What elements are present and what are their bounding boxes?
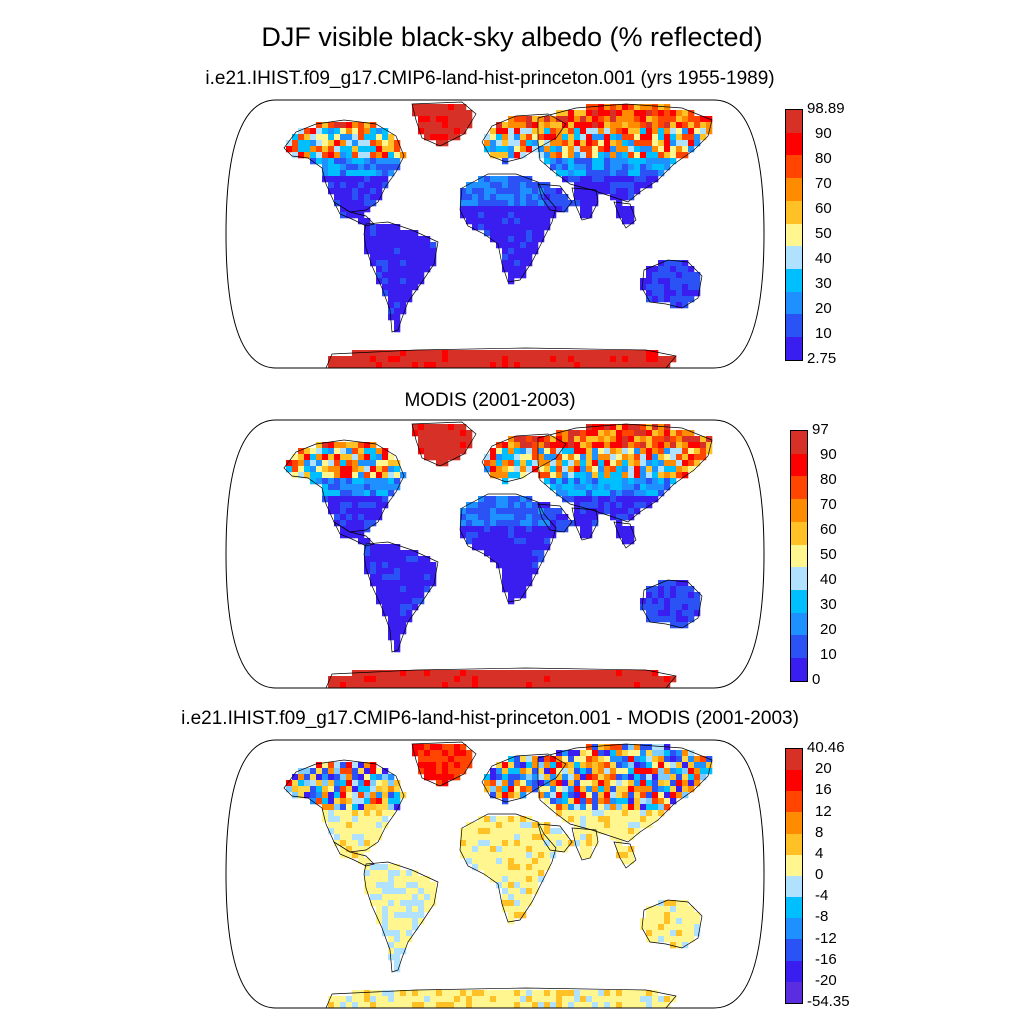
colorbar-label: 2.75 bbox=[807, 350, 837, 367]
colorbar-swatch bbox=[791, 499, 807, 522]
colorbar-swatch bbox=[791, 476, 807, 500]
colorbar-label: 40 bbox=[815, 250, 832, 267]
colorbar-swatch bbox=[786, 110, 802, 133]
colorbar-swatch bbox=[786, 812, 802, 834]
colorbar-label: 12 bbox=[815, 802, 832, 820]
colorbar-swatch bbox=[786, 155, 802, 179]
colorbar-label: 16 bbox=[815, 781, 832, 799]
colorbar-swatch bbox=[791, 612, 807, 636]
colorbar-swatch bbox=[786, 875, 802, 898]
colorbar-label: -12 bbox=[815, 929, 837, 947]
colorbar-swatch bbox=[786, 918, 802, 940]
colorbar-label: -16 bbox=[815, 950, 837, 968]
colorbar-box bbox=[785, 748, 803, 1004]
colorbar-label: -20 bbox=[815, 971, 837, 989]
map-model bbox=[225, 99, 765, 369]
colorbar-label: 50 bbox=[815, 225, 832, 242]
colorbar-label: 90 bbox=[820, 446, 837, 463]
colorbar-label: 20 bbox=[815, 300, 832, 317]
colorbar-swatch bbox=[786, 246, 802, 270]
colorbar-swatch bbox=[786, 897, 802, 919]
colorbar-label: 60 bbox=[815, 200, 832, 217]
colorbar-swatch bbox=[786, 200, 802, 224]
colorbar-label: 10 bbox=[815, 325, 832, 342]
colorbar-swatch bbox=[791, 590, 807, 613]
colorbar-swatch bbox=[786, 939, 802, 961]
colorbar-label: 0 bbox=[815, 866, 824, 883]
colorbar-swatch bbox=[791, 453, 807, 477]
coastlines bbox=[283, 741, 713, 1008]
coastlines bbox=[283, 101, 713, 368]
map-outline bbox=[225, 419, 765, 689]
colorbar-swatch bbox=[786, 178, 802, 201]
colorbar-swatch bbox=[791, 544, 807, 568]
colorbar-label: 50 bbox=[820, 546, 837, 563]
colorbar-swatch bbox=[786, 223, 802, 247]
colorbar-label: 40.46 bbox=[807, 739, 845, 756]
colorbar-swatch bbox=[786, 854, 802, 876]
colorbar-swatch bbox=[791, 521, 807, 545]
map-diff bbox=[225, 739, 765, 1009]
colorbar-swatch bbox=[791, 635, 807, 659]
colorbar-swatch bbox=[786, 770, 802, 792]
colorbar-label: -8 bbox=[815, 908, 829, 926]
colorbar-swatch bbox=[786, 749, 802, 771]
panel-title-model: i.e21.IHIST.f09_g17.CMIP6-land-hist-prin… bbox=[205, 68, 775, 89]
colorbar-swatch bbox=[786, 132, 802, 156]
colorbar-swatch bbox=[786, 960, 802, 982]
colorbar-label: 40 bbox=[820, 571, 837, 588]
colorbar-box bbox=[785, 109, 803, 361]
colorbar-swatch bbox=[786, 337, 802, 360]
colorbar-box bbox=[790, 430, 808, 682]
colorbar-label: 4 bbox=[815, 844, 824, 862]
map-outline bbox=[225, 99, 765, 369]
colorbar-swatch bbox=[791, 567, 807, 591]
land-grid bbox=[286, 744, 713, 1008]
colorbar-swatch bbox=[786, 314, 802, 338]
colorbar-swatch bbox=[786, 269, 802, 292]
colorbar-label: 10 bbox=[820, 646, 837, 663]
panel-title-diff: i.e21.IHIST.f09_g17.CMIP6-land-hist-prin… bbox=[181, 708, 799, 729]
colorbar-label: 30 bbox=[815, 275, 832, 292]
colorbar-label: 20 bbox=[815, 760, 832, 778]
colorbar-label: 70 bbox=[815, 175, 832, 192]
colorbar-label: -54.35 bbox=[807, 993, 850, 1010]
map-modis bbox=[225, 419, 765, 689]
colorbar-swatch bbox=[786, 981, 802, 1003]
colorbar-swatch bbox=[791, 431, 807, 454]
colorbar-label: 30 bbox=[820, 596, 837, 613]
coastlines bbox=[283, 421, 713, 688]
colorbar-swatch bbox=[786, 791, 802, 813]
colorbar-label: 80 bbox=[815, 150, 832, 167]
colorbar-label: 20 bbox=[820, 621, 837, 638]
land-grid bbox=[286, 104, 713, 368]
colorbar-label: 60 bbox=[820, 521, 837, 538]
panel-title-modis: MODIS (2001-2003) bbox=[404, 390, 576, 411]
colorbar-label: 90 bbox=[815, 125, 832, 142]
colorbar-label: 70 bbox=[820, 496, 837, 513]
colorbar-label: 8 bbox=[815, 823, 824, 841]
main-title: DJF visible black-sky albedo (% reflecte… bbox=[261, 22, 763, 52]
colorbar-label: -4 bbox=[815, 887, 829, 905]
colorbar-label: 97 bbox=[812, 421, 829, 438]
colorbar-label: 80 bbox=[820, 471, 837, 488]
colorbar-swatch bbox=[791, 658, 807, 681]
colorbar-label: 98.89 bbox=[807, 100, 845, 117]
map-outline bbox=[225, 739, 765, 1009]
land-grid bbox=[286, 424, 713, 688]
colorbar-swatch bbox=[786, 833, 802, 855]
colorbar-label: 0 bbox=[812, 671, 821, 688]
colorbar-swatch bbox=[786, 291, 802, 315]
